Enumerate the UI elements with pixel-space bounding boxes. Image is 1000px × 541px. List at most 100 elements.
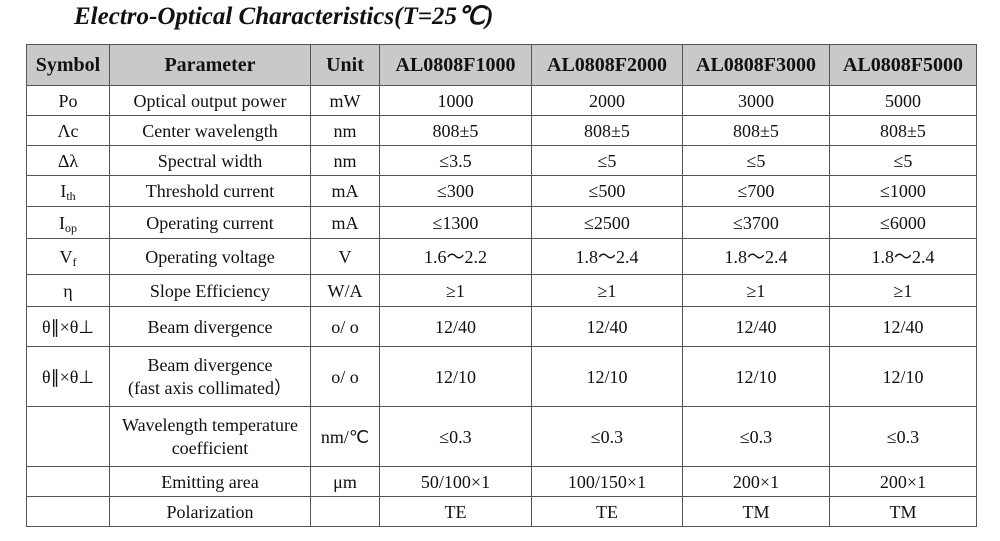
table-row: Po Optical output power mW 1000 2000 300…	[26, 85, 977, 116]
cell-unit	[310, 496, 380, 527]
table-row: Ith Threshold current mA ≤300 ≤500 ≤700 …	[26, 175, 977, 207]
symbol-base: I	[59, 212, 65, 233]
cell-symbol: θ∥×θ⊥	[26, 306, 110, 347]
symbol-subscript: th	[66, 189, 76, 203]
cell-value: 12/40	[379, 306, 532, 347]
table-row: θ∥×θ⊥ Beam divergence (fast axis collima…	[26, 346, 977, 407]
cell-unit: W/A	[310, 274, 380, 307]
cell-value: 3000	[682, 85, 830, 116]
cell-value: ≤3700	[682, 206, 830, 239]
cell-value: 12/10	[682, 346, 830, 407]
cell-symbol	[26, 496, 110, 527]
symbol-subscript: f	[72, 254, 77, 269]
header-model-2: AL0808F2000	[531, 44, 683, 86]
cell-value: 50/100×1	[379, 466, 532, 497]
cell-value: TM	[829, 496, 977, 527]
table-row: Vf Operating voltage V 1.6～2.2 1.8～2.4 1…	[26, 238, 977, 275]
characteristics-table: Symbol Parameter Unit AL0808F1000 AL0808…	[26, 44, 977, 527]
cell-parameter: Threshold current	[109, 175, 311, 207]
cell-value: 200×1	[682, 466, 830, 497]
cell-symbol	[26, 406, 110, 467]
cell-parameter: Wavelength temperature coefficient	[109, 406, 311, 467]
cell-value: 12/10	[379, 346, 532, 407]
header-symbol: Symbol	[26, 44, 110, 86]
cell-unit: mA	[310, 175, 380, 207]
symbol-base: V	[59, 246, 73, 267]
cell-value: ≤0.3	[531, 406, 683, 467]
header-model-3: AL0808F3000	[682, 44, 830, 86]
cell-parameter: Center wavelength	[109, 115, 311, 146]
cell-value: 2000	[531, 85, 683, 116]
cell-unit: nm	[310, 145, 380, 176]
cell-value: 12/10	[531, 346, 683, 407]
cell-value: ≥1	[829, 274, 977, 307]
cell-value: ≤5	[829, 145, 977, 176]
table-row: Λc Center wavelength nm 808±5 808±5 808±…	[26, 115, 977, 146]
cell-value: ≤5	[682, 145, 830, 176]
cell-value: 808±5	[379, 115, 532, 146]
cell-symbol: Vf	[26, 238, 110, 275]
cell-parameter: Slope Efficiency	[109, 274, 311, 307]
table-row: η Slope Efficiency W/A ≥1 ≥1 ≥1 ≥1	[26, 274, 977, 307]
cell-value: 808±5	[682, 115, 830, 146]
cell-symbol: η	[26, 274, 110, 307]
table-row: Polarization TE TE TM TM	[26, 496, 977, 527]
table-header-row: Symbol Parameter Unit AL0808F1000 AL0808…	[26, 44, 977, 86]
header-model-4: AL0808F5000	[829, 44, 977, 86]
cell-value: 12/40	[531, 306, 683, 347]
cell-parameter: Spectral width	[109, 145, 311, 176]
cell-value: ≥1	[379, 274, 532, 307]
cell-value: 12/10	[829, 346, 977, 407]
cell-value: ≤1300	[379, 206, 532, 239]
table-row: Iop Operating current mA ≤1300 ≤2500 ≤37…	[26, 206, 977, 239]
cell-symbol: Ith	[26, 175, 110, 207]
cell-value: ≥1	[682, 274, 830, 307]
cell-symbol: Iop	[26, 206, 110, 239]
cell-unit: o/ o	[310, 306, 380, 347]
cell-value: 100/150×1	[531, 466, 683, 497]
cell-unit: μm	[310, 466, 380, 497]
cell-value: TM	[682, 496, 830, 527]
header-parameter: Parameter	[109, 44, 311, 86]
cell-value: 200×1	[829, 466, 977, 497]
parameter-line-2: (fast axis collimated）	[128, 377, 292, 398]
cell-value: 1000	[379, 85, 532, 116]
parameter-line-1: Wavelength temperature	[122, 414, 298, 435]
cell-value: ≤1000	[829, 175, 977, 207]
cell-value: ≤2500	[531, 206, 683, 239]
cell-unit: nm/℃	[310, 406, 380, 467]
cell-value: ≤0.3	[682, 406, 830, 467]
cell-value: 1.8～2.4	[829, 238, 977, 275]
cell-unit: mA	[310, 206, 380, 239]
symbol-subscript: op	[65, 220, 77, 235]
cell-value: 12/40	[829, 306, 977, 347]
page-title: Electro-Optical Characteristics(T=25℃)	[74, 3, 494, 30]
cell-value: 12/40	[682, 306, 830, 347]
cell-value: TE	[531, 496, 683, 527]
cell-value: 1.8～2.4	[682, 238, 830, 275]
cell-value: 5000	[829, 85, 977, 116]
cell-parameter: Polarization	[109, 496, 311, 527]
cell-value: 1.8～2.4	[531, 238, 683, 275]
symbol-base: I	[60, 181, 67, 201]
cell-value: ≤0.3	[829, 406, 977, 467]
cell-symbol	[26, 466, 110, 497]
cell-value: 808±5	[829, 115, 977, 146]
table-row: Emitting area μm 50/100×1 100/150×1 200×…	[26, 466, 977, 497]
header-model-1: AL0808F1000	[379, 44, 532, 86]
parameter-line-2: coefficient	[171, 437, 249, 458]
cell-parameter: Operating voltage	[109, 238, 311, 275]
cell-unit: mW	[310, 85, 380, 116]
table-row: Wavelength temperature coefficient nm/℃ …	[26, 406, 977, 467]
cell-value: 808±5	[531, 115, 683, 146]
header-unit: Unit	[310, 44, 380, 86]
cell-symbol: θ∥×θ⊥	[26, 346, 110, 407]
cell-value: ≤6000	[829, 206, 977, 239]
cell-value: ≤3.5	[379, 145, 532, 176]
cell-symbol: Δλ	[26, 145, 110, 176]
cell-parameter: Beam divergence	[109, 306, 311, 347]
cell-unit: nm	[310, 115, 380, 146]
cell-parameter: Emitting area	[109, 466, 311, 497]
cell-symbol: Λc	[26, 115, 110, 146]
cell-value: ≤0.3	[379, 406, 532, 467]
